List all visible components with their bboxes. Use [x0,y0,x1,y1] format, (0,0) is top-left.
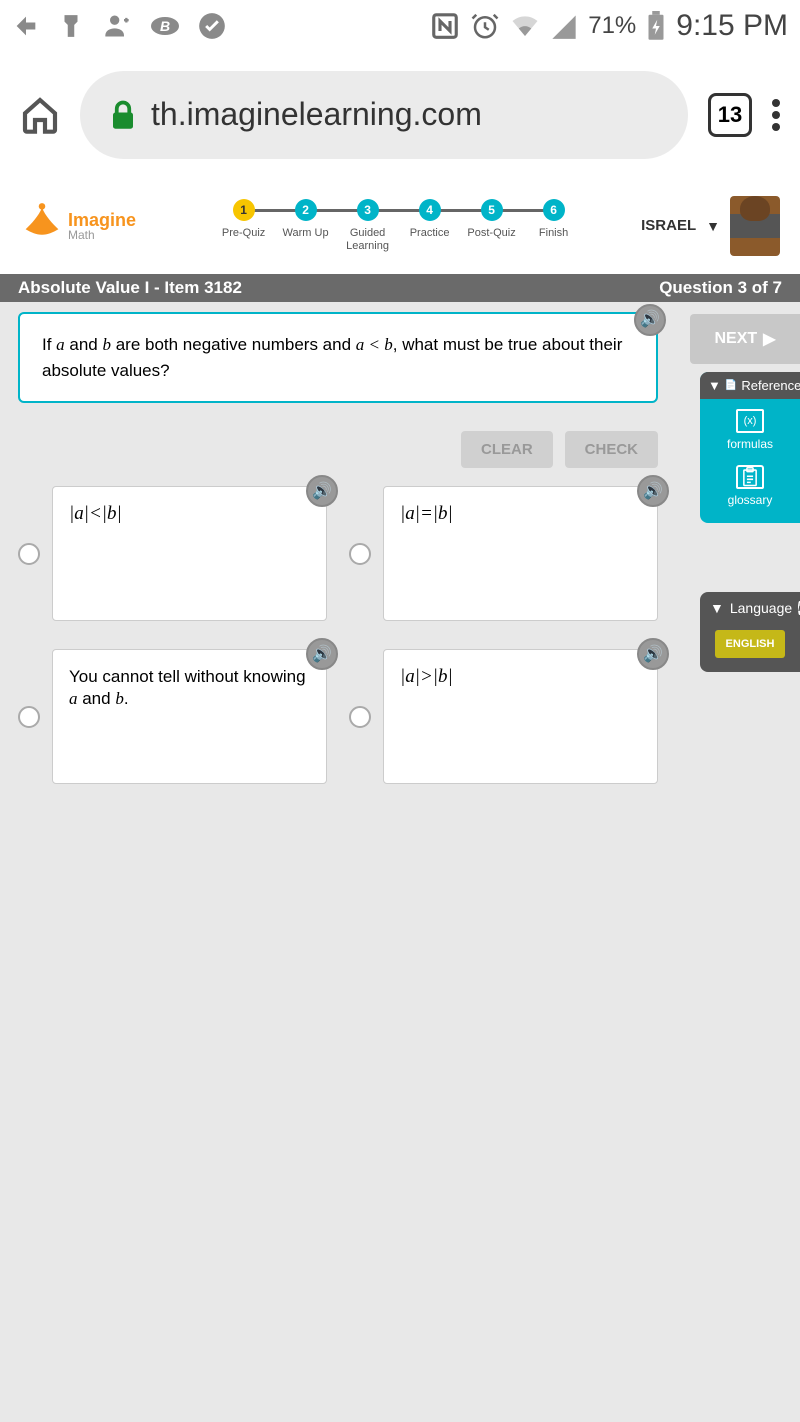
browser-toolbar: th.imaginelearning.com 13 [0,52,800,177]
reference-header[interactable]: ▼ 📄 Reference [700,372,800,399]
logo-mark-icon [20,202,64,250]
glossary-button[interactable]: glossary [700,455,800,511]
app-header: Imagine Math 1 Pre-Quiz 2 Warm Up 3 Guid… [0,177,800,274]
step-finish[interactable]: 6 Finish [523,199,585,239]
answer-option-3[interactable]: 🔊 You cannot tell without knowing a and … [18,649,327,784]
check-button[interactable]: CHECK [565,431,658,468]
status-right-icons: 71% 9:15 PM [430,9,788,43]
notification-icon [12,12,40,40]
formulas-button[interactable]: (x) formulas [700,399,800,455]
audio-play-icon[interactable]: 🔊 [637,475,669,507]
chevron-down-icon: ▼ [708,378,721,393]
title-bar: Absolute Value I - Item 3182 Question 3 … [0,274,800,302]
step-post-quiz[interactable]: 5 Post-Quiz [461,199,523,239]
user-name-label: ISRAEL [641,217,696,234]
answer-2-text: |a|=|b| [400,503,453,524]
radio-button[interactable] [18,706,40,728]
question-box: 🔊 If a and b are both negative numbers a… [18,312,658,403]
battery-percent: 71% [588,12,636,40]
logo-text-imagine: Imagine [68,211,136,229]
answer-option-2[interactable]: 🔊 |a|=|b| [349,486,658,621]
step-pre-quiz[interactable]: 1 Pre-Quiz [213,199,275,239]
answer-4-text: |a|>|b| [400,666,453,687]
tabs-count-button[interactable]: 13 [708,93,752,137]
clock-time: 9:15 PM [676,9,788,43]
audio-play-icon[interactable]: 🔊 [637,638,669,670]
user-menu[interactable]: ISRAEL ▼ [641,196,780,256]
notification-icon [58,13,84,39]
audio-play-icon[interactable]: 🔊 [634,304,666,336]
step-guided-learning[interactable]: 3 Guided Learning [337,199,399,251]
audio-play-icon[interactable]: 🔊 [306,638,338,670]
battery-icon [646,11,666,41]
audio-play-icon[interactable]: 🔊 [306,475,338,507]
alarm-icon [470,11,500,41]
answer-option-1[interactable]: 🔊 |a|<|b| [18,486,327,621]
lock-icon [110,100,136,130]
language-panel: ▼ Language i ENGLISH [700,592,800,672]
status-left-icons: B [12,12,226,40]
add-person-icon [102,12,132,40]
play-icon: ▶ [763,329,775,349]
question-progress: Question 3 of 7 [659,278,782,298]
url-bar[interactable]: th.imaginelearning.com [80,71,688,159]
english-button[interactable]: ENGLISH [715,630,785,658]
answer-3-text: You cannot tell without knowing a and b. [69,667,306,708]
overflow-menu-icon[interactable] [772,99,780,131]
android-status-bar: B 71% 9:15 PM [0,0,800,52]
radio-button[interactable] [349,706,371,728]
step-practice[interactable]: 4 Practice [399,199,461,239]
clear-button[interactable]: CLEAR [461,431,553,468]
answer-1-text: |a|<|b| [69,503,122,524]
home-icon[interactable] [20,95,60,135]
chevron-down-icon: ▼ [710,600,724,616]
check-circle-icon [198,12,226,40]
logo-text-math: Math [68,229,136,241]
formulas-icon: (x) [736,409,764,433]
action-buttons: CLEAR CHECK [18,431,658,468]
nfc-icon [430,11,460,41]
glossary-icon [736,465,764,489]
chevron-down-icon: ▼ [706,218,720,234]
reference-panel: ▼ 📄 Reference (x) formulas glossary [700,372,800,523]
lesson-title: Absolute Value I - Item 3182 [18,278,242,298]
imagine-math-logo[interactable]: Imagine Math [20,202,136,250]
content-area: NEXT ▶ 🔊 If a and b are both negative nu… [0,302,800,784]
signal-icon [550,13,578,39]
user-avatar [730,196,780,256]
url-text: th.imaginelearning.com [151,96,482,133]
step-warm-up[interactable]: 2 Warm Up [275,199,337,239]
notification-icon: B [150,14,180,38]
next-button[interactable]: NEXT ▶ [690,314,800,364]
answers-grid: 🔊 |a|<|b| 🔊 |a|=|b| 🔊 You cannot tell wi… [18,486,658,784]
wifi-icon [510,13,540,39]
radio-button[interactable] [349,543,371,565]
answer-option-4[interactable]: 🔊 |a|>|b| [349,649,658,784]
progress-steps: 1 Pre-Quiz 2 Warm Up 3 Guided Learning 4… [156,199,641,251]
language-header[interactable]: ▼ Language i [700,592,800,624]
svg-text:B: B [160,18,170,34]
radio-button[interactable] [18,543,40,565]
